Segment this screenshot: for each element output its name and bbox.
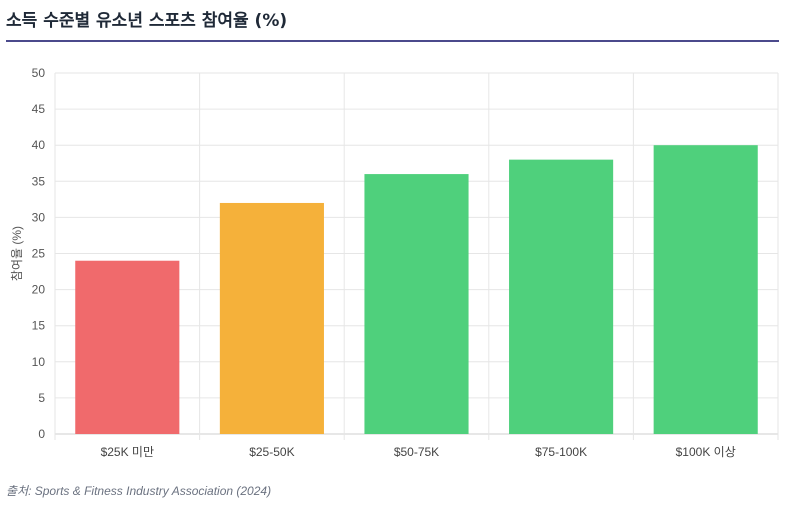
- y-tick-label: 0: [38, 427, 45, 441]
- y-tick-label: 35: [32, 174, 46, 188]
- y-axis-title: 참여율 (%): [10, 226, 24, 281]
- y-tick-label: 20: [32, 283, 46, 297]
- source-note: 출처: Sports & Fitness Industry Associatio…: [6, 484, 272, 498]
- x-tick-label: $25K 미만: [101, 445, 154, 459]
- bar: [653, 145, 758, 434]
- y-tick-label: 40: [32, 138, 46, 152]
- y-tick-label: 50: [32, 66, 46, 80]
- y-tick-label: 5: [38, 391, 45, 405]
- bar: [509, 159, 614, 434]
- x-tick-label: $100K 이상: [676, 445, 736, 459]
- x-tick-label: $75-100K: [535, 445, 587, 459]
- y-tick-label: 45: [32, 102, 46, 116]
- bar: [219, 202, 324, 434]
- y-tick-label: 15: [32, 319, 46, 333]
- x-tick-label: $50-75K: [394, 445, 439, 459]
- y-tick-label: 10: [32, 355, 46, 369]
- page-title: 소득 수준별 유소년 스포츠 참여율 (%): [6, 11, 288, 31]
- bar: [75, 260, 180, 434]
- x-tick-label: $25-50K: [249, 445, 294, 459]
- y-tick-label: 30: [32, 210, 46, 224]
- bar: [364, 174, 469, 434]
- bar-chart: 0 5 10 15 20 25 30 35 40 45 50 $25K 미만 $25-50K $50-75…: [10, 66, 779, 459]
- y-tick-label: 25: [32, 247, 46, 261]
- title-divider: [6, 40, 779, 42]
